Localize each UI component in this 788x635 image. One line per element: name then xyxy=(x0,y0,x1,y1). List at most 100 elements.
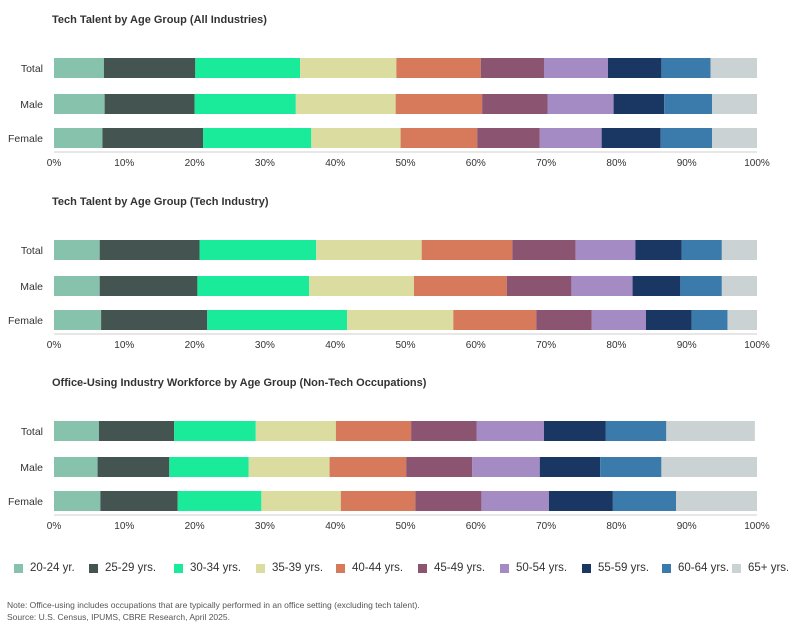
legend: 20-24 yr. 25-29 yrs. 30-34 yrs. 35-39 yrs. 4… xyxy=(14,560,788,576)
bar-segment-male-5 xyxy=(506,276,572,296)
bar-segment-female-0 xyxy=(54,128,103,148)
bar-segment-total-6 xyxy=(575,240,636,260)
bar-segment-female-5 xyxy=(477,128,540,148)
bar-segment-female-8 xyxy=(612,491,677,511)
bar-segment-male-1 xyxy=(97,457,170,477)
bar-segment-male-9 xyxy=(712,94,757,114)
bar-segment-total-7 xyxy=(607,58,662,78)
bar-segment-total-5 xyxy=(411,421,477,441)
legend-item: 35-39 yrs. xyxy=(256,560,323,576)
legend-label: 60-64 yrs. xyxy=(678,562,730,574)
bar-segment-total-3 xyxy=(316,240,422,260)
bar-segment-total-6 xyxy=(476,421,544,441)
category-label-female: Female xyxy=(8,133,43,145)
x-tick-label: 10% xyxy=(114,521,134,532)
bar-segment-total-4 xyxy=(396,58,481,78)
bar-segment-female-2 xyxy=(177,491,262,511)
legend-item: 30-34 yrs. xyxy=(174,560,241,576)
bar-segment-total-6 xyxy=(543,58,608,78)
bar-segment-male-4 xyxy=(329,457,407,477)
bar-segment-total-0 xyxy=(54,58,104,78)
legend-swatch xyxy=(336,563,345,573)
bar-segment-male-6 xyxy=(571,276,633,296)
category-label-male: Male xyxy=(20,462,43,474)
bar-segment-female-5 xyxy=(415,491,482,511)
bar-segment-female-7 xyxy=(548,491,613,511)
bar-segment-total-5 xyxy=(512,240,576,260)
x-tick-label: 0% xyxy=(47,340,62,351)
bar-segment-total-3 xyxy=(300,58,397,78)
bar-segment-male-2 xyxy=(169,457,249,477)
legend-item: 20-24 yr. xyxy=(14,560,75,576)
x-tick-label: 10% xyxy=(114,158,134,169)
x-tick-label: 60% xyxy=(466,340,486,351)
bar-segment-male-8 xyxy=(600,457,662,477)
category-label-total: Total xyxy=(21,245,43,257)
bar-segment-female-6 xyxy=(591,310,646,330)
bar-segment-male-1 xyxy=(104,94,195,114)
legend-swatch xyxy=(500,563,509,573)
chart-panel-tech-industry: Tech Talent by Age Group (Tech Industry)… xyxy=(0,196,788,376)
x-tick-label: 90% xyxy=(677,521,697,532)
stacked-bar-chart: Total Male Female 0% 10% 20% 30% 40% 50% 60% 70% 80… xyxy=(8,421,770,532)
bar-segment-male-2 xyxy=(197,276,310,296)
stacked-bar-chart: Total Male Female 0% 10% 20% 30% 40% 50% 60% 70% 80… xyxy=(8,240,770,351)
legend-label: 20-24 yr. xyxy=(30,562,75,574)
bar-segment-female-5 xyxy=(536,310,592,330)
category-label-male: Male xyxy=(20,281,43,293)
x-tick-label: 80% xyxy=(606,521,626,532)
x-tick-label: 30% xyxy=(255,521,275,532)
chart-panel-all-industries: Tech Talent by Age Group (All Industries… xyxy=(0,14,788,194)
bar-segment-male-9 xyxy=(721,276,757,296)
bar-segment-female-7 xyxy=(601,128,661,148)
bar-segment-total-7 xyxy=(635,240,682,260)
legend-item: 40-44 yrs. xyxy=(336,560,403,576)
footer: Note: Office-using includes occupations … xyxy=(7,599,420,623)
bar-segment-female-3 xyxy=(261,491,341,511)
bar-segment-male-4 xyxy=(395,94,483,114)
legend-swatch xyxy=(14,563,23,573)
bar-segment-male-6 xyxy=(472,457,540,477)
x-tick-label: 40% xyxy=(325,340,345,351)
bar-segment-total-0 xyxy=(54,240,100,260)
bar-segment-female-6 xyxy=(481,491,549,511)
bar-segment-female-4 xyxy=(453,310,537,330)
category-label-total: Total xyxy=(21,426,43,438)
bar-segment-total-5 xyxy=(480,58,544,78)
bar-segment-male-4 xyxy=(413,276,507,296)
bar-segment-male-5 xyxy=(482,94,548,114)
bar-segment-male-0 xyxy=(54,457,98,477)
bar-segment-female-8 xyxy=(660,128,713,148)
footer-source: Source: U.S. Census, IPUMS, CBRE Researc… xyxy=(7,612,230,622)
bar-segment-female-9 xyxy=(727,310,757,330)
bar-segment-total-4 xyxy=(421,240,513,260)
legend-label: 40-44 yrs. xyxy=(352,562,404,574)
bar-segment-female-1 xyxy=(100,491,178,511)
bar-segment-total-9 xyxy=(710,58,757,78)
legend-swatch xyxy=(662,563,671,573)
bar-segment-male-6 xyxy=(547,94,614,114)
legend-swatch xyxy=(732,563,741,573)
legend-swatch xyxy=(582,563,591,573)
legend-label: 50-54 yrs. xyxy=(516,562,568,574)
bar-segment-male-7 xyxy=(613,94,665,114)
x-tick-label: 50% xyxy=(395,158,415,169)
bar-segment-female-6 xyxy=(539,128,602,148)
chart-title: Tech Talent by Age Group (Tech Industry) xyxy=(52,196,269,208)
bar-segment-female-9 xyxy=(676,491,757,511)
bar-segment-total-9 xyxy=(666,421,755,441)
chart-panel-non-tech-occupations: Office-Using Industry Workforce by Age G… xyxy=(0,377,788,557)
x-tick-label: 50% xyxy=(395,521,415,532)
bar-segment-total-3 xyxy=(255,421,336,441)
bar-segment-female-7 xyxy=(645,310,692,330)
bar-segment-female-2 xyxy=(207,310,348,330)
x-tick-label: 100% xyxy=(744,158,770,169)
x-tick-label: 70% xyxy=(536,340,556,351)
bar-segment-male-1 xyxy=(99,276,198,296)
bar-segment-male-7 xyxy=(539,457,601,477)
bar-segment-total-1 xyxy=(98,421,175,441)
legend-swatch xyxy=(89,563,98,573)
legend-item: 65+ yrs. xyxy=(732,560,788,576)
bar-segment-total-2 xyxy=(174,421,256,441)
x-tick-label: 100% xyxy=(744,521,770,532)
